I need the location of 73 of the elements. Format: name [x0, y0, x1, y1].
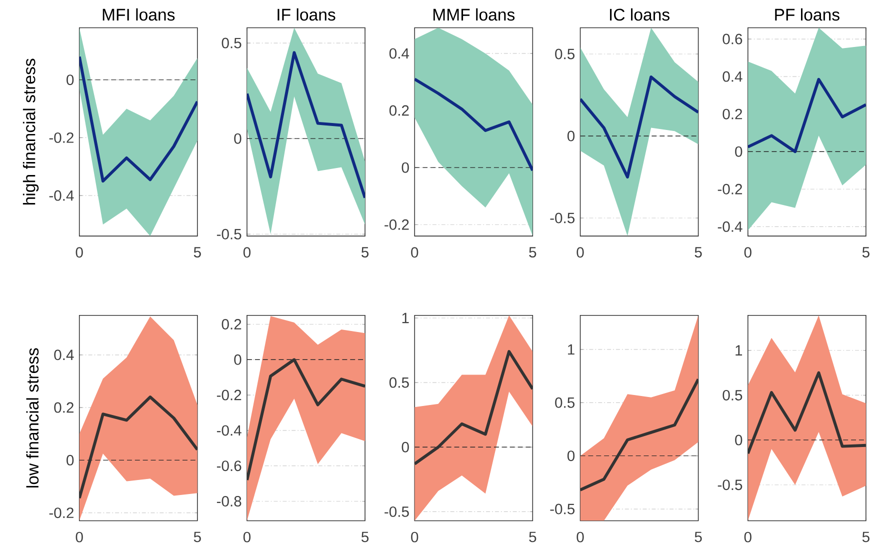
x-tick-label: 5 [862, 532, 870, 542]
y-tick-label: 0 [402, 442, 409, 452]
y-tick-label: 0.2 [389, 105, 409, 116]
y-tick-label: 0 [402, 162, 409, 173]
y-tick-label: 0 [735, 146, 742, 157]
y-tick-label: 1 [402, 312, 409, 323]
y-tick-label: -0.4 [718, 221, 742, 232]
line-series [580, 75, 698, 178]
y-tick-label: 0 [66, 454, 74, 466]
y-tick-label: -0.2 [718, 184, 742, 194]
x-tick-label: 0 [576, 246, 584, 258]
x-tick-label: 5 [862, 246, 870, 258]
y-tick-label: 1 [568, 344, 574, 354]
y-tick-label: -0.8 [216, 496, 242, 506]
y-tick-label: -0.5 [384, 506, 409, 517]
x-tick-label: 0 [76, 246, 83, 258]
y-tick-label: -0.2 [49, 507, 74, 518]
y-tick-label: 0.4 [389, 48, 410, 58]
y-tick-label: 0.2 [722, 108, 742, 120]
x-tick-label: 0 [411, 532, 418, 542]
x-tick-label: 0 [744, 532, 752, 542]
y-tick-label: 0.4 [54, 349, 74, 360]
y-tick-label: 0.5 [555, 397, 575, 408]
y-tick-label: -0.5 [550, 212, 575, 224]
chart-title: MMF loans [433, 8, 515, 20]
x-tick-label: 0 [744, 246, 752, 258]
y-tick-label: 0 [735, 434, 742, 446]
x-tick-label: 0 [76, 532, 83, 542]
y-tick-label: 0 [234, 133, 242, 144]
y-tick-label: 0.5 [389, 377, 409, 388]
chart-title: IF loans [278, 8, 336, 20]
x-tick-label: 5 [194, 246, 201, 258]
y-tick-label: -0.4 [49, 190, 74, 201]
x-tick-label: 0 [576, 532, 584, 542]
x-tick-label: 5 [361, 532, 369, 542]
x-tick-label: 5 [529, 532, 536, 542]
y-tick-label: -0.5 [718, 479, 742, 490]
y-tick-label: -0.4 [216, 424, 242, 436]
y-tick-label: 0.2 [222, 318, 242, 330]
line-series [414, 77, 533, 172]
x-tick-label: 5 [529, 246, 536, 258]
x-tick-label: 0 [243, 246, 251, 258]
y-tick-label: 1 [736, 345, 742, 356]
y-axis-title: high financial stress [22, 58, 39, 204]
x-tick-label: 0 [243, 532, 251, 542]
y-tick-label: 0.6 [722, 34, 742, 44]
line-series [246, 50, 366, 200]
y-tick-label: -0.2 [216, 390, 242, 400]
x-tick-label: 5 [694, 246, 702, 258]
chart-title: MFI loans [102, 8, 175, 20]
line-series [748, 78, 866, 153]
y-tick-label: -0.5 [550, 504, 575, 514]
y-tick-label: 0 [567, 130, 575, 142]
y-tick-label: -0.5 [216, 228, 242, 240]
y-tick-label: 0 [234, 354, 242, 365]
x-tick-label: 0 [411, 246, 418, 258]
y-axis-title: low financial stress [26, 348, 39, 488]
x-tick-label: 5 [694, 532, 702, 542]
y-tick-label: 0.4 [722, 71, 742, 82]
y-tick-label: 0 [66, 74, 74, 85]
y-tick-label: 0.2 [54, 402, 74, 413]
chart-title: IC loans [610, 8, 670, 20]
y-tick-label: 0 [567, 450, 575, 461]
x-tick-label: 5 [194, 532, 201, 542]
y-tick-label: 0.5 [722, 390, 742, 400]
line-series [79, 54, 198, 182]
y-tick-label: 0.5 [555, 48, 575, 60]
chart-title: PF loans [775, 8, 840, 20]
y-tick-label: -0.2 [384, 219, 409, 230]
y-tick-label: -0.6 [216, 460, 242, 471]
x-tick-label: 5 [361, 246, 369, 258]
y-tick-label: 0.5 [222, 38, 242, 48]
y-tick-label: -0.2 [49, 132, 74, 143]
